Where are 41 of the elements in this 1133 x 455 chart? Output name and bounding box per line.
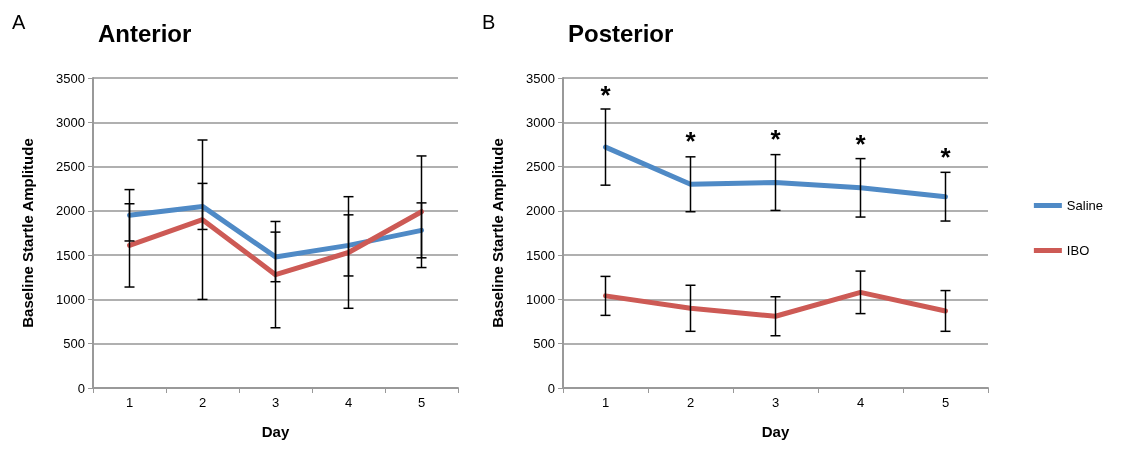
annotation: *	[940, 141, 952, 172]
text: B	[482, 11, 496, 33]
x-tick-label: 4	[344, 395, 353, 410]
y-tick-label: 0	[547, 380, 555, 396]
y-tick-label: 500	[533, 336, 555, 352]
x-tick-label: 2	[198, 395, 207, 410]
x-axis-title: Day	[761, 423, 790, 440]
annotation: *	[685, 125, 697, 156]
y-axis-title: Baseline Startle Amplitude	[489, 138, 506, 328]
y-tick-label: 3000	[526, 114, 555, 130]
y-tick-label: 1000	[56, 291, 85, 307]
x-axis-title: Day	[261, 423, 290, 440]
annotation: *	[770, 124, 782, 155]
y-tick-label: 2500	[56, 159, 85, 175]
x-tick-label: 3	[271, 395, 280, 410]
y-tick-label: 3500	[56, 70, 85, 86]
y-tick-label: 2000	[56, 203, 85, 219]
chart-title: Posterior	[568, 19, 674, 47]
x-tick-label: 2	[686, 395, 695, 410]
annotation: *	[600, 79, 612, 110]
legend-label: IBO	[1066, 243, 1090, 258]
x-tick-label: 3	[771, 395, 780, 410]
chart-title: Anterior	[98, 19, 192, 47]
y-axis-title: Baseline Startle Amplitude	[19, 138, 36, 328]
x-tick-label: 1	[601, 395, 610, 410]
x-tick-label: 4	[856, 395, 865, 410]
y-tick-label: 500	[63, 336, 85, 352]
y-tick-label: 1500	[526, 247, 555, 263]
x-tick-label: 1	[125, 395, 134, 410]
y-tick-label: 2000	[526, 203, 555, 219]
text: A	[12, 11, 26, 33]
y-tick-label: 0	[77, 380, 85, 396]
x-tick-label: 5	[941, 395, 950, 410]
legend-label: Saline	[1066, 198, 1103, 213]
y-tick-label: 3500	[526, 70, 555, 86]
x-tick-label: 5	[417, 395, 426, 410]
annotation: *	[855, 129, 867, 160]
y-tick-label: 2500	[526, 159, 555, 175]
y-tick-label: 1000	[526, 291, 555, 307]
y-tick-label: 1500	[56, 247, 85, 263]
y-tick-label: 3000	[56, 114, 85, 130]
